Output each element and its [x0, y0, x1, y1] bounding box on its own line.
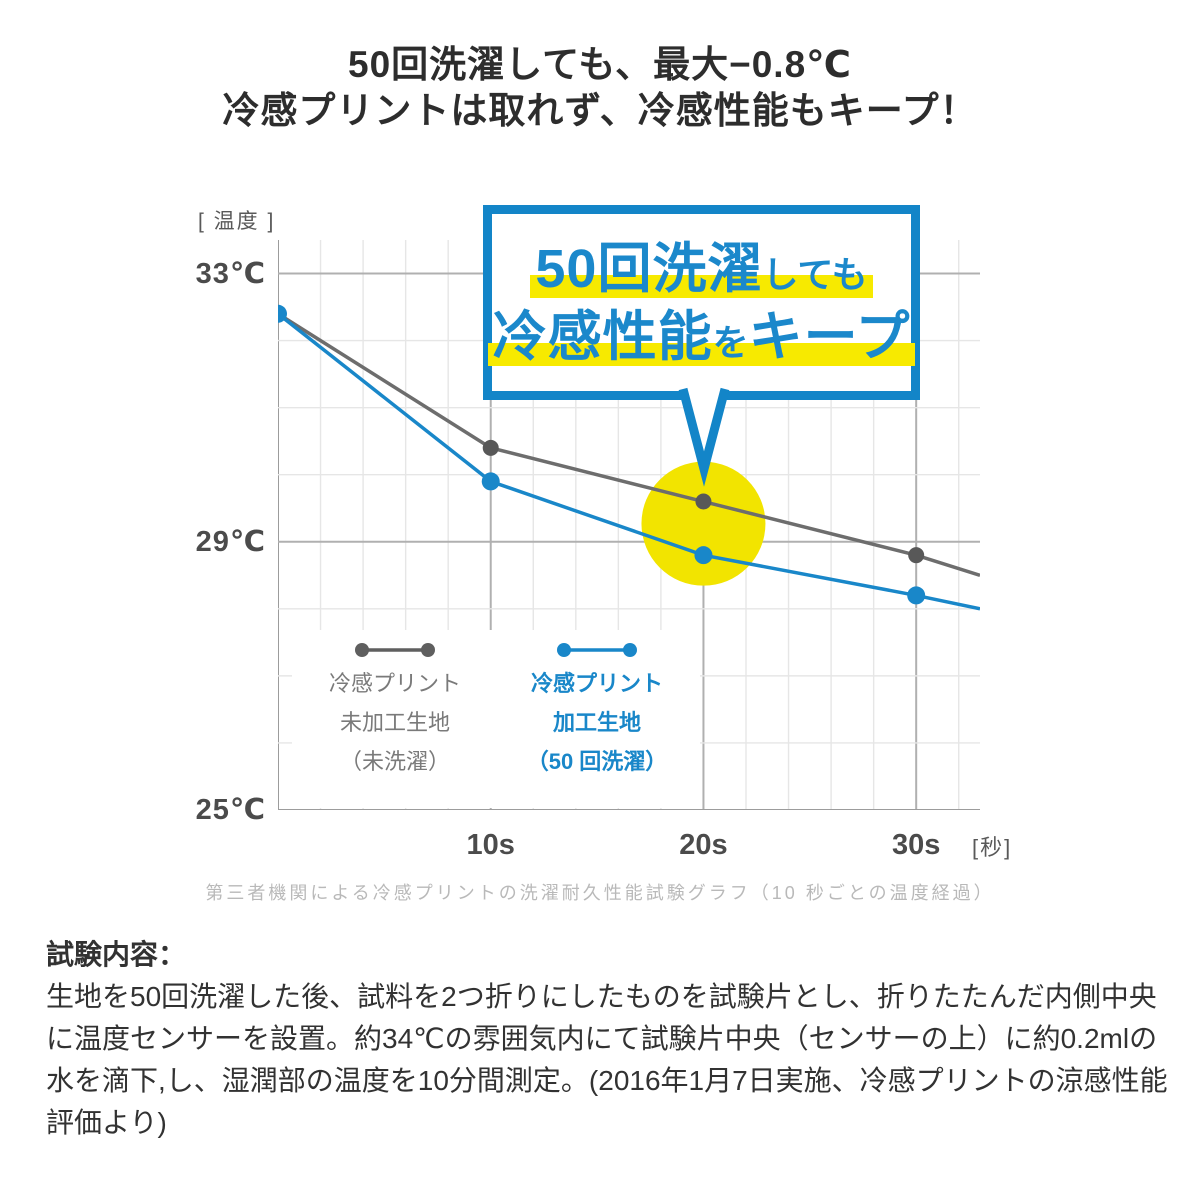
- y-axis-unit-label: [ 温度 ]: [198, 210, 276, 233]
- callout-text-small: しても: [762, 253, 868, 295]
- legend-item: 冷感プリント 加工生地 （50 回洗濯）: [503, 640, 691, 808]
- y-tick-label: 33℃: [195, 257, 266, 290]
- test-description-heading: 試験内容：: [46, 939, 187, 970]
- callout-text-big: 冷感性能: [492, 306, 713, 367]
- legend-item: 冷感プリント 未加工生地 （未洗濯）: [301, 640, 489, 808]
- test-description: 試験内容： 生地を50回洗濯した後、試料を2つ折りにしたものを試験片とし、折りた…: [46, 934, 1172, 1144]
- data-point-marker: [695, 493, 712, 510]
- legend-label-line: （未洗濯）: [339, 749, 450, 774]
- chart-legend: 冷感プリント 未加工生地 （未洗濯） 冷感プリント 加工生地 （50 回洗濯）: [292, 630, 700, 808]
- x-tick-label: 30s: [891, 829, 941, 861]
- yellow-highlight-bar: [530, 274, 873, 298]
- page-title: 50回洗濯しても、最大−0.8℃ 冷感プリントは取れず、冷感性能もキープ！: [0, 42, 1200, 134]
- test-description-body: 生地を50回洗濯した後、試料を2つ折りにしたものを試験片とし、折りたたんだ内側中…: [46, 981, 1168, 1138]
- y-tick-label: 25℃: [195, 794, 266, 826]
- chart-caption: 第三者機関による冷感プリントの洗濯耐久性能試験グラフ（10 秒ごとの温度経過）: [205, 883, 995, 903]
- data-point-marker: [481, 472, 500, 491]
- title-line-1: 50回洗濯しても、最大−0.8℃: [348, 44, 852, 85]
- legend-line-symbol: [557, 643, 637, 657]
- legend-label-line: 冷感プリント: [328, 671, 461, 696]
- callout-tail-pointer: [678, 387, 730, 487]
- data-point-marker: [694, 546, 713, 565]
- yellow-highlight-bar: [487, 342, 916, 366]
- legend-label-line: 冷感プリント: [530, 671, 663, 696]
- data-point-marker: [482, 439, 499, 456]
- callout-text-big: 50回洗濯: [535, 238, 763, 299]
- legend-line-symbol: [355, 643, 435, 657]
- callout-bubble: 50回洗濯しても 冷感性能をキープ: [483, 205, 920, 487]
- callout-row-1: 50回洗濯しても: [530, 238, 873, 299]
- legend-label-line: 未加工生地: [339, 710, 450, 735]
- x-tick-label: 20s: [679, 829, 728, 861]
- x-tick-label: 10s: [466, 829, 515, 861]
- callout-text-small: を: [712, 321, 749, 363]
- x-axis-unit-label: [秒]: [972, 835, 1013, 860]
- y-tick-label: 29℃: [195, 525, 266, 558]
- data-point-marker: [908, 547, 925, 564]
- callout-row-2: 冷感性能をキープ: [487, 306, 916, 367]
- data-point-marker: [278, 304, 287, 323]
- callout-text-big: キープ: [748, 306, 911, 367]
- legend-label-line: 加工生地: [552, 710, 641, 735]
- title-line-2: 冷感プリントは取れず、冷感性能もキープ！: [222, 90, 978, 131]
- legend-label-line: （50 回洗濯）: [526, 749, 668, 774]
- data-point-marker: [907, 586, 926, 605]
